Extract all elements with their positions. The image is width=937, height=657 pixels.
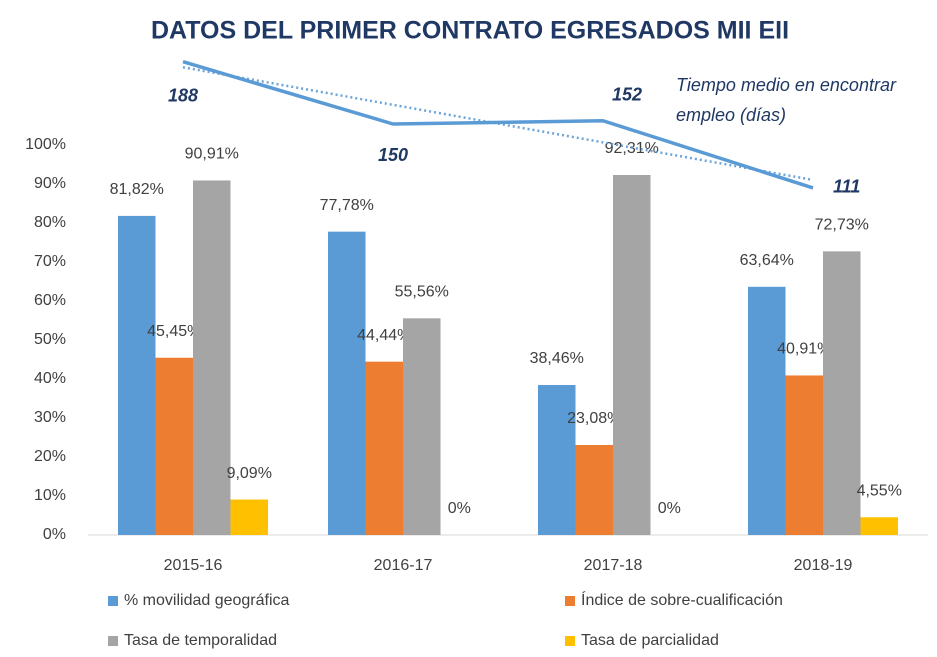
data-label: 0% <box>448 500 471 517</box>
bar <box>860 517 898 535</box>
data-label: 0% <box>658 500 681 517</box>
y-tick-label: 40% <box>34 370 66 387</box>
data-label: 4,55% <box>857 482 902 499</box>
data-label: 72,73% <box>815 217 869 234</box>
y-tick-label: 80% <box>34 214 66 231</box>
y-tick-label: 0% <box>43 526 66 543</box>
legend-swatch <box>565 596 575 606</box>
y-tick-label: 90% <box>34 175 66 192</box>
data-label: 90,91% <box>185 146 239 163</box>
data-label: 40,91% <box>777 341 831 358</box>
data-label: 44,44% <box>357 327 411 344</box>
data-label: 38,46% <box>530 350 584 367</box>
y-tick-label: 20% <box>34 448 66 465</box>
bar <box>365 361 403 535</box>
x-tick-label: 2015-16 <box>164 557 223 574</box>
data-label: 81,82% <box>110 181 164 198</box>
legend-swatch <box>108 596 118 606</box>
trend-line <box>182 66 814 182</box>
bar <box>403 318 441 535</box>
x-tick-label: 2016-17 <box>374 557 433 574</box>
bar <box>785 375 823 535</box>
line <box>182 60 814 190</box>
bar <box>575 444 613 535</box>
line-data-label: 111 <box>833 177 860 197</box>
y-tick-label: 60% <box>34 292 66 309</box>
legend-label: Índice de sobre-cualificación <box>581 590 783 609</box>
x-tick-label: 2017-18 <box>584 557 643 574</box>
bar <box>613 174 651 535</box>
legend-label: Tasa de temporalidad <box>124 632 277 649</box>
data-label: 45,45% <box>147 323 201 340</box>
data-label: 23,08% <box>567 410 621 427</box>
bar <box>193 180 231 536</box>
x-tick-label: 2018-19 <box>794 557 853 574</box>
y-tick-label: 50% <box>34 331 66 348</box>
bar <box>118 215 156 536</box>
chart-title: DATOS DEL PRIMER CONTRATO EGRESADOS MII … <box>151 17 789 45</box>
line-data-label: 150 <box>378 145 408 165</box>
data-label: 55,56% <box>395 284 449 301</box>
y-tick-label: 70% <box>34 253 66 270</box>
data-label: 77,78% <box>320 197 374 214</box>
bar <box>230 499 268 535</box>
y-tick-label: 100% <box>25 136 66 153</box>
data-label: 63,64% <box>740 252 794 269</box>
y-tick-label: 10% <box>34 487 66 504</box>
legend-label: % movilidad geográfica <box>124 592 290 609</box>
legend-swatch <box>108 636 118 646</box>
line-annotation: Tiempo medio en encontrar empleo (días) <box>676 75 896 125</box>
bar <box>748 286 786 535</box>
legend-swatch <box>565 636 575 646</box>
bar <box>538 385 576 535</box>
bar <box>328 231 366 535</box>
legend-label: Tasa de parcialidad <box>581 632 719 649</box>
line-data-label: 188 <box>168 85 198 105</box>
bar <box>823 251 861 535</box>
data-label: 9,09% <box>227 465 272 482</box>
bar <box>155 357 193 535</box>
y-tick-label: 30% <box>34 409 66 426</box>
line-data-label: 152 <box>612 84 642 104</box>
